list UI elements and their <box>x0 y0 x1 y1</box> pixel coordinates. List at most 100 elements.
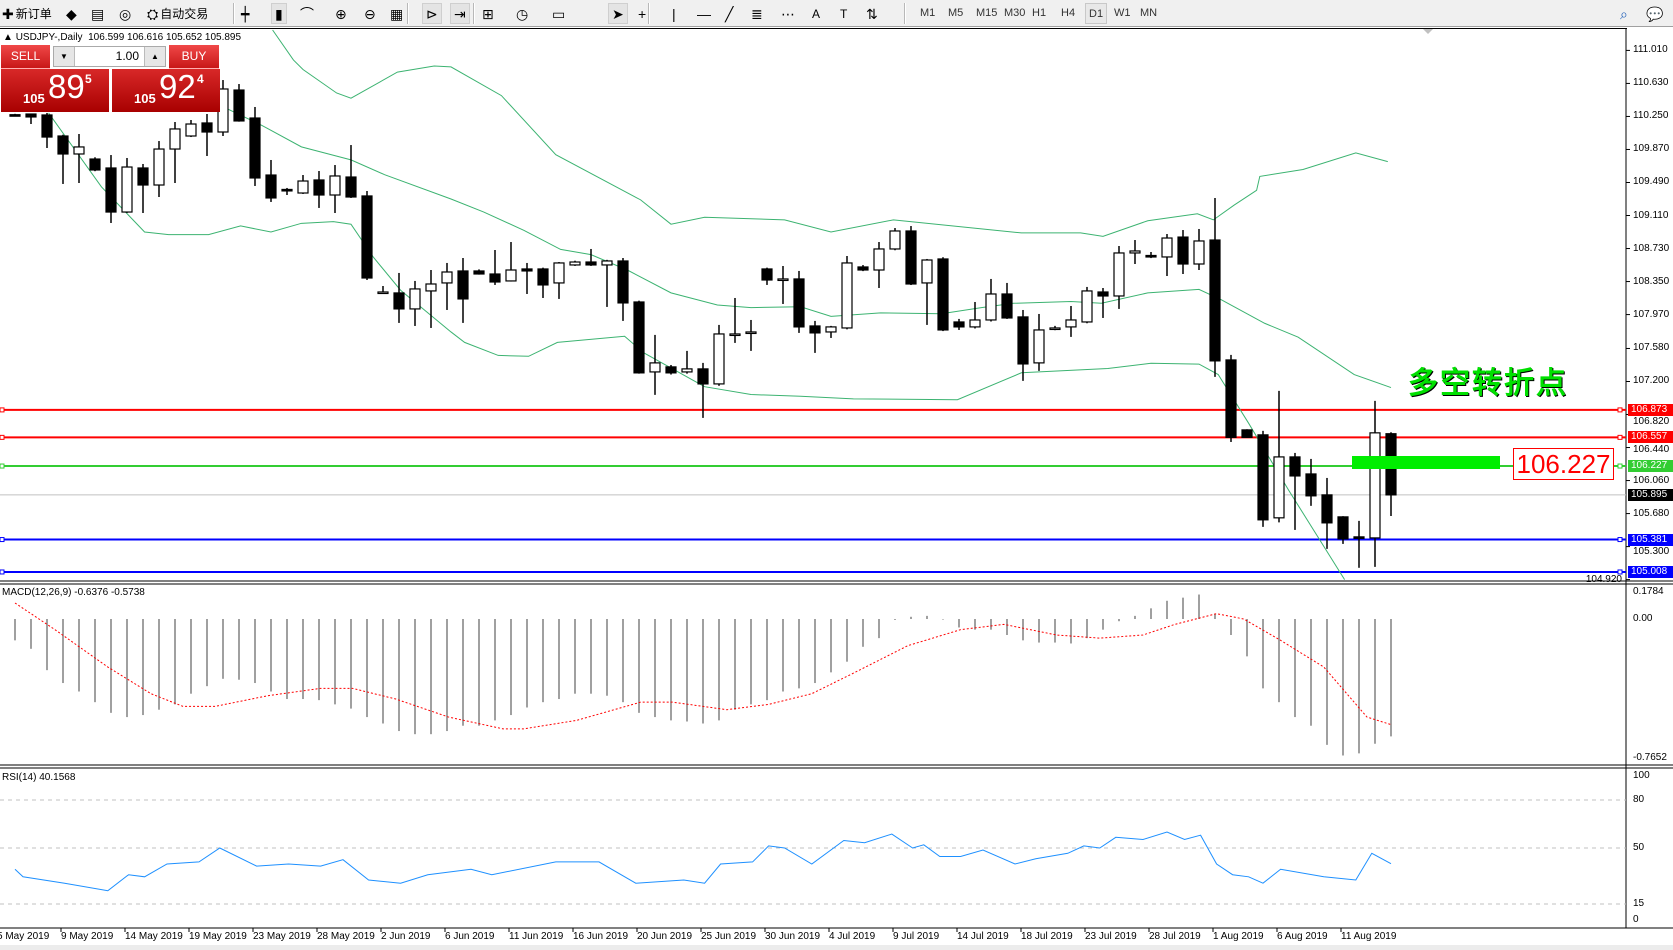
chart-shift-icon: ⊳ <box>426 5 438 22</box>
fibonacci-icon: ≣ <box>751 5 763 22</box>
price-axis-label: 107.200 <box>1633 375 1670 387</box>
annotation-text[interactable]: 多空转折点 <box>1408 367 1568 400</box>
candle-bull <box>1161 237 1173 258</box>
candle-bear <box>633 301 645 374</box>
date-axis-label: 20 Jun 2019 <box>637 931 693 942</box>
date-axis-label: 18 Jul 2019 <box>1021 931 1073 942</box>
date-axis-label: 19 May 2019 <box>189 931 247 942</box>
candle-bear <box>697 368 709 385</box>
lot-size-input[interactable]: 1.00 <box>115 49 139 63</box>
candle-bull <box>121 166 133 213</box>
macd-axis-label: 0.1784 <box>1633 586 1664 597</box>
timeframe-m15[interactable]: M15 <box>976 7 998 19</box>
text-button[interactable]: A <box>810 3 820 24</box>
buy-button[interactable]: BUY <box>169 45 219 69</box>
new-order-button[interactable]: ✚ 新订单 <box>2 3 52 24</box>
candle-bull <box>841 262 853 329</box>
main-plot <box>0 29 1626 580</box>
zoom-in-button[interactable]: ⊕ <box>335 3 347 24</box>
candle-bear <box>761 268 773 281</box>
date-axis-label: 14 Jul 2019 <box>957 931 1009 942</box>
zone-rectangle[interactable] <box>1352 456 1500 469</box>
timeframe-d1[interactable]: D1 <box>1085 3 1108 24</box>
trendline-button[interactable]: ╱ <box>725 3 733 24</box>
fibonacci-button[interactable]: ≣ <box>751 3 763 24</box>
tile-windows-button[interactable]: ▦ <box>390 3 403 24</box>
price-badge: 105.895 <box>1628 488 1673 501</box>
lot-increase-button[interactable]: ▲ <box>144 47 165 66</box>
chart-shift-marker[interactable] <box>1423 29 1433 34</box>
date-axis-label: 25 Jun 2019 <box>701 931 757 942</box>
candle-bear <box>1225 359 1237 438</box>
candle-bull <box>969 319 981 328</box>
candle-bear <box>1289 456 1301 477</box>
bar-chart-icon: ┿ <box>241 5 250 22</box>
candle-bull <box>377 291 389 295</box>
candle-bear <box>665 366 677 374</box>
sell-price-button[interactable]: 105 89 5 <box>1 68 109 112</box>
candlestick-chart-button[interactable]: ▮ <box>271 3 287 24</box>
candle-bear <box>25 113 37 118</box>
trendline-icon: ╱ <box>725 5 734 22</box>
timeframe-m1[interactable]: M1 <box>920 7 936 19</box>
date-axis-label: 16 Jun 2019 <box>573 931 629 942</box>
candle-bear <box>1177 236 1189 265</box>
periods-clock-button[interactable]: ◷ <box>516 3 528 24</box>
templates-button[interactable]: ▭ <box>552 3 565 24</box>
timeframe-w1[interactable]: W1 <box>1114 7 1131 19</box>
arrows-button[interactable]: ⇅ <box>866 3 878 24</box>
price-axis-label: 109.110 <box>1633 209 1669 221</box>
candle-bear <box>905 230 917 285</box>
indicators-icon: ⊞ <box>482 5 494 22</box>
sell-button[interactable]: SELL <box>1 45 50 69</box>
level-handle <box>0 537 5 543</box>
signals-button[interactable]: ◎ <box>119 3 131 24</box>
level-price-label[interactable]: 106.227 <box>1513 448 1614 480</box>
auto-scroll-button[interactable]: ⇥ <box>450 3 470 24</box>
indicators-button[interactable]: ⊞ <box>482 3 494 24</box>
rsi-axis-label: 15 <box>1633 898 1645 909</box>
candle-bull <box>889 230 901 250</box>
timeframe-h1[interactable]: H1 <box>1032 7 1047 19</box>
candle-bear <box>1257 434 1269 521</box>
candle-bear <box>857 266 869 271</box>
candle-bear <box>249 117 261 179</box>
candle-bull <box>409 288 421 310</box>
auto-scroll-icon: ⇥ <box>454 5 466 22</box>
zoom-out-button[interactable]: ⊖ <box>364 3 376 24</box>
timeframe-m30[interactable]: M30 <box>1004 7 1026 19</box>
sell-price-big: 89 <box>48 68 85 105</box>
chart-shift-button[interactable]: ⊳ <box>422 3 442 24</box>
chat-icon[interactable]: 💬 <box>1646 5 1664 22</box>
history-center-button[interactable]: ▤ <box>91 3 104 24</box>
crosshair-button[interactable]: + <box>638 3 646 24</box>
price-axis-label: 105.300 <box>1633 545 1670 557</box>
price-badge: 106.227 <box>1628 460 1673 473</box>
candle-bear <box>137 167 149 186</box>
cursor-button[interactable]: ➤ <box>608 3 628 24</box>
search-icon[interactable]: ⌕ <box>1620 5 1628 22</box>
date-axis-label: 14 May 2019 <box>125 931 183 942</box>
timeframe-h4[interactable]: H4 <box>1061 7 1076 19</box>
vertical-line-button[interactable]: | <box>672 3 676 24</box>
lot-decrease-button[interactable]: ▼ <box>54 47 75 66</box>
timeframe-m5[interactable]: M5 <box>948 7 964 19</box>
rsi-axis-label: 0 <box>1633 914 1639 925</box>
bar-chart-button[interactable]: ┿ <box>241 3 249 24</box>
buy-price-button[interactable]: 105 92 4 <box>112 68 220 112</box>
candle-bull <box>553 262 565 284</box>
candle-bull <box>777 278 789 282</box>
lot-size-stepper[interactable]: ▼ 1.00 ▲ <box>53 46 166 67</box>
line-chart-button[interactable]: ⌒ <box>300 3 314 24</box>
fibonacci-fan-button[interactable]: ⋯ <box>781 3 795 24</box>
templates-icon: ▭ <box>552 5 566 22</box>
horizontal-line-button[interactable]: — <box>697 3 711 24</box>
timeframe-mn[interactable]: MN <box>1140 7 1158 19</box>
sell-price-prefix: 105 <box>23 91 45 106</box>
text-label-button[interactable]: T <box>838 3 847 24</box>
auto-trading-button[interactable]: ⛭ 自动交易 <box>147 3 208 24</box>
collapse-triangle-icon[interactable]: ▲ <box>3 32 16 43</box>
navigator-button[interactable]: ◆ <box>66 3 77 24</box>
candle-bear <box>793 278 805 328</box>
